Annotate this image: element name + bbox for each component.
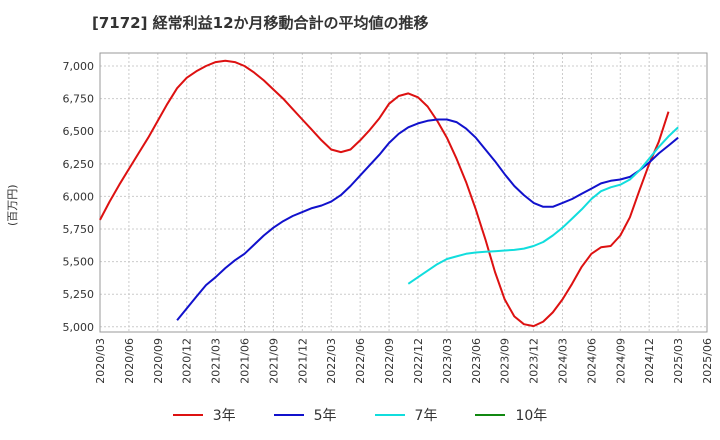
series-line-5年 [176,118,679,321]
chart-title: [7172] 経常利益12か月移動合計の平均値の推移 [92,14,429,32]
x-tick-label: 2023/03 [441,338,454,384]
x-tick-label: 2024/12 [643,338,656,384]
x-tick-label: 2020/09 [152,338,165,384]
y-tick-label: 5,000 [63,321,95,334]
legend-swatch [172,414,203,416]
y-tick-label: 6,250 [63,158,95,171]
x-tick-label: 2023/06 [470,338,483,384]
legend-label: 7年 [414,408,438,424]
x-tick-label: 2025/06 [701,338,714,384]
x-tick-label: 2021/03 [210,338,223,384]
y-tick-label: 6,000 [63,190,95,203]
series-line-3年 [99,59,670,328]
legend-label: 10年 [515,408,548,424]
x-tick-label: 2020/03 [94,338,107,384]
series-lines [99,59,679,328]
x-tick-label: 2021/06 [239,338,252,384]
x-tick-label: 2022/06 [354,338,367,384]
y-tick-label: 5,500 [63,256,95,269]
x-tick-label: 2022/09 [383,338,396,384]
x-tick-label: 2025/03 [672,338,685,384]
grid [99,53,708,332]
x-tick-label: 2021/09 [267,338,280,384]
x-tick-label: 2021/12 [296,338,309,384]
legend-swatch [273,414,304,416]
x-tick-label: 2024/09 [614,338,627,384]
legend-item: 3年 [172,405,236,425]
y-tick-label: 7,000 [63,60,95,73]
legend-label: 3年 [212,408,236,424]
x-tick-label: 2020/12 [181,338,194,384]
series-line-7年 [407,126,679,285]
legend-swatch [475,414,506,416]
legend-swatch [374,414,405,416]
legend: 3年 5年 7年 10年 [0,402,720,428]
y-tick-label: 6,750 [63,93,95,106]
x-tick-label: 2024/03 [556,338,569,384]
x-tick-label: 2022/03 [325,338,338,384]
x-tick-label: 2022/12 [412,338,425,384]
y-axis-ticks: 5,000 5,250 5,500 5,750 6,000 6,250 6,500 6,750… [63,60,95,334]
x-tick-label: 2020/06 [123,338,136,384]
x-tick-label: 2023/09 [499,338,512,384]
x-tick-label: 2023/12 [528,338,541,384]
plot-frame [99,52,708,333]
y-tick-label: 6,500 [63,125,95,138]
legend-item: 10年 [475,405,547,425]
legend-item: 5年 [273,405,337,425]
line-chart: 5,000 5,250 5,500 5,750 6,000 6,250 6,500 6,750… [63,52,714,384]
y-tick-label: 5,750 [63,223,95,236]
x-tick-label: 2024/06 [585,338,598,384]
legend-item: 7年 [374,405,438,425]
legend-label: 5年 [313,408,337,424]
y-tick-label: 5,250 [63,288,95,301]
x-axis-ticks: 2020/03 2020/06 2020/09 2020/12 2021/03 2021/… [94,338,714,384]
